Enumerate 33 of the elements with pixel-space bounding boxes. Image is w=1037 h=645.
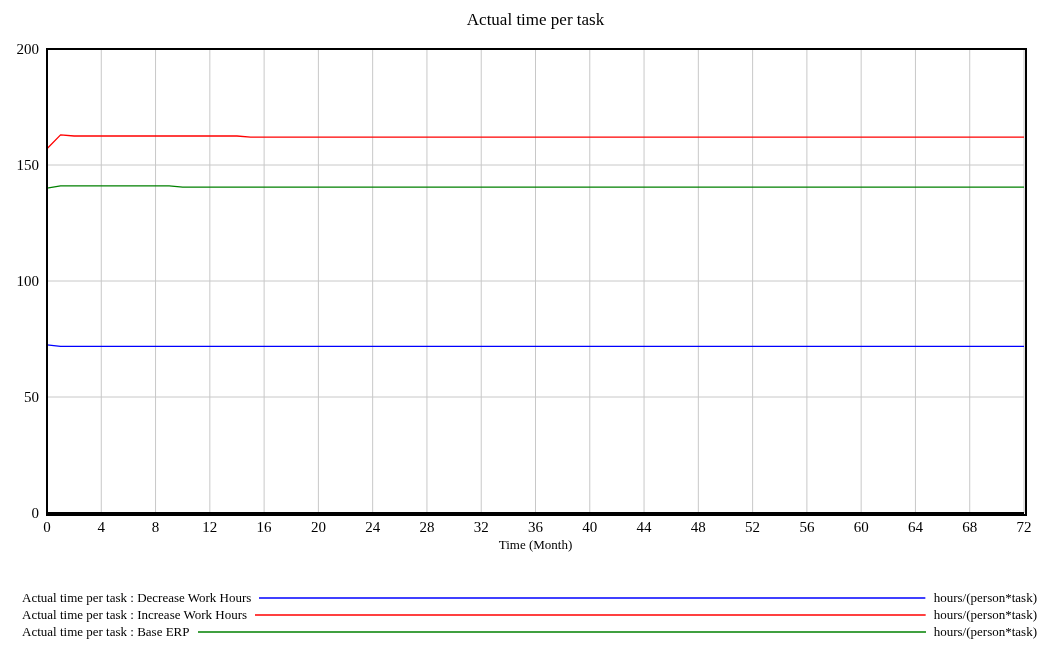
line-series [47, 134, 1024, 150]
x-tick-label: 16 [256, 518, 273, 535]
legend-label: Actual time per task : Increase Work Hours [22, 606, 248, 623]
y-tick-label: 150 [16, 157, 39, 174]
x-tick-label: 60 [853, 518, 869, 535]
y-tick-label: 200 [16, 41, 39, 58]
y-tick-label: 100 [16, 273, 39, 290]
legend-label: Actual time per task : Base ERP [22, 623, 190, 640]
x-tick-label: 48 [690, 518, 706, 535]
x-tick-label: 64 [907, 518, 924, 535]
x-tick-label: 52 [745, 518, 761, 535]
x-tick-label: 72 [1016, 518, 1032, 535]
y-tick-label: 0 [31, 505, 39, 522]
x-tick-label: 44 [636, 518, 653, 535]
x-tick-label: 36 [528, 518, 544, 535]
x-tick-label: 20 [310, 518, 326, 535]
text: hours/(person*task) [933, 606, 1037, 623]
chart-title: Actual time per task [465, 10, 606, 30]
x-tick-label: 0 [43, 518, 51, 535]
x-tick-label: 12 [202, 518, 218, 535]
y-tick-label: 50 [24, 389, 39, 406]
x-axis-title: Time (Month) [498, 537, 573, 552]
x-tick-label: 28 [419, 518, 435, 535]
x-tick-label: 68 [962, 518, 978, 535]
x-tick-label: 4 [97, 518, 106, 535]
text: hours/(person*task) [933, 589, 1037, 606]
x-tick-label: 8 [151, 518, 160, 535]
legend-label: Actual time per task : Decrease Work Hours [22, 589, 252, 606]
x-tick-label: 40 [582, 518, 598, 535]
text: hours/(person*task) [933, 623, 1037, 640]
x-tick-label: 24 [365, 518, 381, 535]
x-tick-label: 32 [473, 518, 489, 535]
x-tick-label: 56 [799, 518, 815, 535]
